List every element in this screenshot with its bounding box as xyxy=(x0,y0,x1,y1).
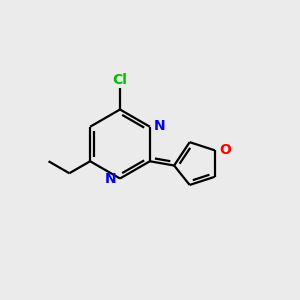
Text: O: O xyxy=(219,143,231,157)
Text: N: N xyxy=(104,172,116,186)
Text: Cl: Cl xyxy=(112,73,128,87)
Text: N: N xyxy=(154,119,165,133)
